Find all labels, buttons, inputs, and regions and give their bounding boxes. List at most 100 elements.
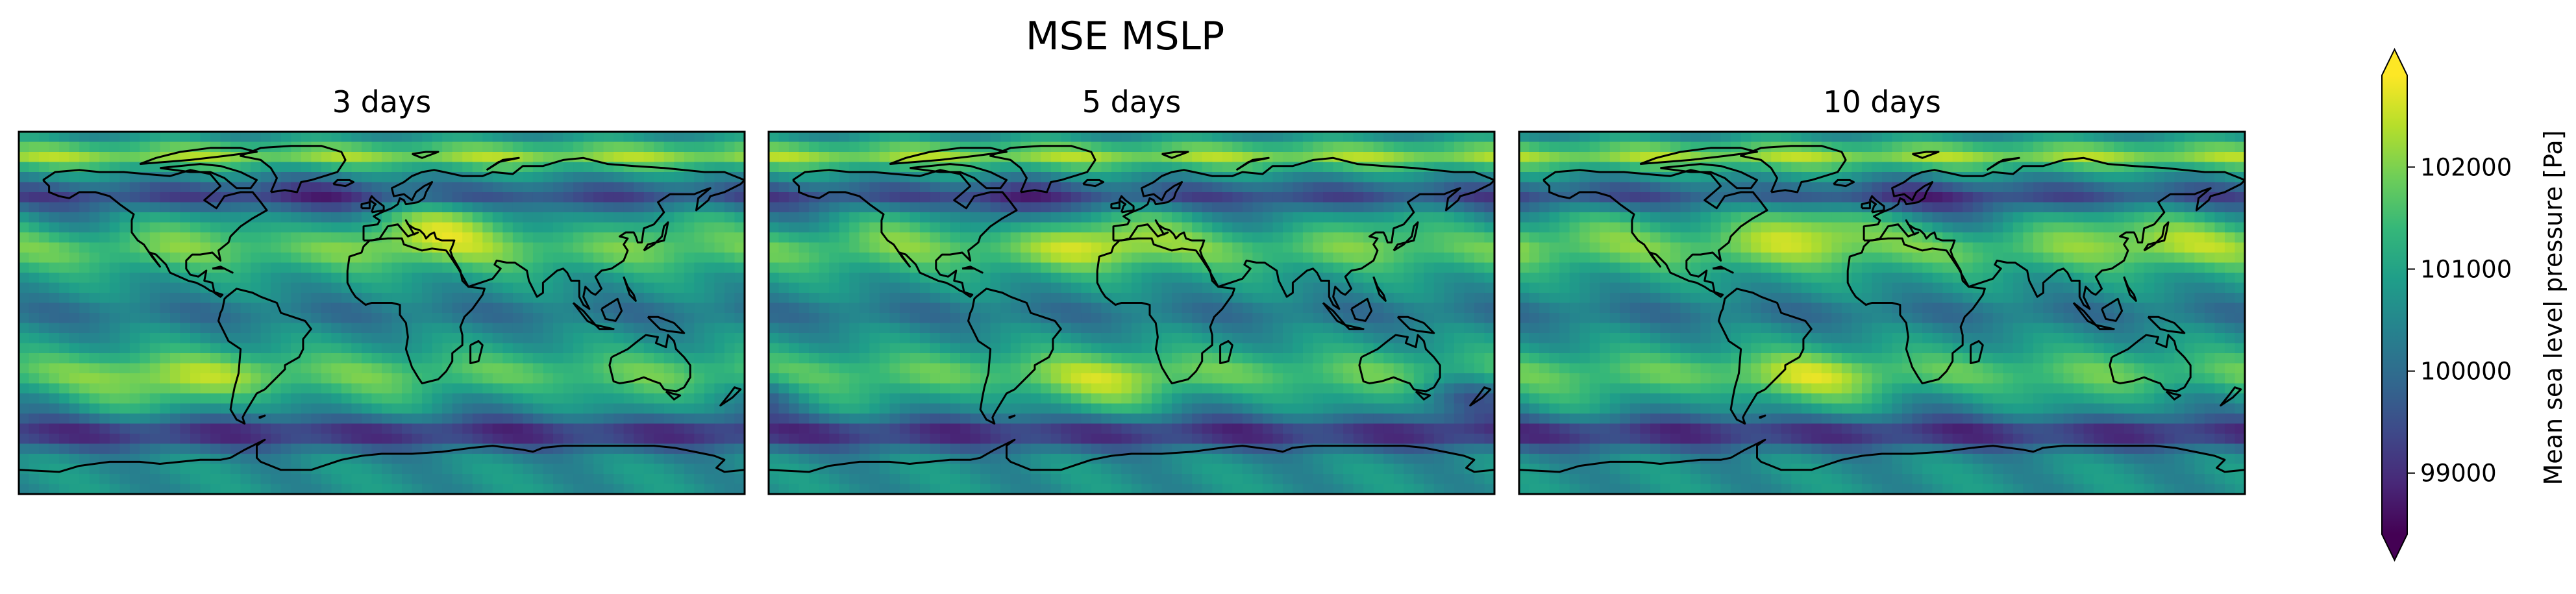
heatmap-cell xyxy=(674,262,685,273)
heatmap-cell xyxy=(1413,293,1424,304)
heatmap-cell xyxy=(523,142,534,153)
heatmap-cell xyxy=(1484,303,1494,314)
heatmap-cell xyxy=(271,333,282,344)
heatmap-cell xyxy=(778,333,789,344)
heatmap-cell xyxy=(1030,383,1041,394)
heatmap-cell xyxy=(1192,454,1203,465)
heatmap-cell xyxy=(200,212,211,223)
heatmap-cell xyxy=(260,212,271,223)
heatmap-cell xyxy=(910,172,921,183)
heatmap-cell xyxy=(169,192,181,203)
heatmap-cell xyxy=(129,333,140,344)
heatmap-cell xyxy=(341,212,353,223)
heatmap-cell xyxy=(1383,273,1394,284)
heatmap-cell xyxy=(1202,293,1213,304)
heatmap-cell xyxy=(1050,434,1061,445)
coastline xyxy=(362,156,745,310)
heatmap-cell xyxy=(663,363,675,374)
heatmap-cell xyxy=(1313,152,1324,163)
heatmap-cell xyxy=(778,293,789,304)
heatmap-cell xyxy=(512,303,523,314)
heatmap-cell xyxy=(532,403,544,414)
heatmap-cell xyxy=(654,152,665,163)
heatmap-cell xyxy=(79,474,90,485)
heatmap-cell xyxy=(69,383,80,394)
heatmap-cell xyxy=(361,393,373,404)
heatmap-cell xyxy=(169,403,181,414)
heatmap-cell xyxy=(523,172,534,183)
heatmap-cell xyxy=(869,162,880,173)
heatmap-cell xyxy=(1293,222,1304,233)
heatmap-cell xyxy=(49,303,60,314)
heatmap-cell xyxy=(1161,262,1172,273)
heatmap-cell xyxy=(1111,282,1122,293)
heatmap-cell xyxy=(704,474,715,485)
heatmap-cell xyxy=(960,323,971,334)
heatmap-cell xyxy=(1061,212,1072,223)
heatmap-cell xyxy=(1192,323,1203,334)
heatmap-cell xyxy=(1343,454,1354,465)
heatmap-cell xyxy=(140,182,151,193)
heatmap-cell xyxy=(939,242,951,253)
heatmap-cell xyxy=(1212,242,1223,253)
heatmap-cell xyxy=(1413,212,1424,223)
heatmap-cell xyxy=(789,132,800,143)
heatmap-cell xyxy=(19,152,30,163)
heatmap-cell xyxy=(829,454,840,465)
heatmap-cell xyxy=(724,464,736,475)
heatmap-cell xyxy=(311,192,322,203)
heatmap-cell xyxy=(1061,202,1072,213)
heatmap-cell xyxy=(889,423,900,434)
heatmap-cell xyxy=(311,182,322,193)
heatmap-cell xyxy=(654,454,665,465)
heatmap-cell xyxy=(149,403,160,414)
heatmap-cell xyxy=(1484,202,1494,213)
heatmap-cell xyxy=(523,343,534,354)
heatmap-cell xyxy=(859,373,870,384)
heatmap-cell xyxy=(1464,323,1475,334)
heatmap-cell xyxy=(859,423,870,434)
heatmap-cell xyxy=(849,313,860,324)
heatmap-cell xyxy=(1413,162,1424,173)
heatmap-cell xyxy=(778,373,789,384)
heatmap-cell xyxy=(1333,242,1344,253)
heatmap-cell xyxy=(1061,393,1072,404)
heatmap-cell xyxy=(789,353,800,364)
heatmap-cell xyxy=(819,373,830,384)
heatmap-cell xyxy=(889,192,900,203)
heatmap-cell xyxy=(889,353,900,364)
heatmap-cell xyxy=(769,293,780,304)
heatmap-cell xyxy=(89,464,100,475)
heatmap-cell xyxy=(251,162,262,173)
heatmap-cell xyxy=(59,323,70,334)
heatmap-cell xyxy=(1363,343,1374,354)
heatmap-cell xyxy=(613,222,625,233)
heatmap-cell xyxy=(1071,273,1082,284)
heatmap-cell xyxy=(391,484,402,494)
heatmap-cell xyxy=(532,192,544,203)
heatmap-cell xyxy=(674,152,685,163)
heatmap-cell xyxy=(1272,434,1283,445)
heatmap-cell xyxy=(341,132,353,143)
heatmap-cell xyxy=(1222,323,1233,334)
heatmap-cell xyxy=(341,232,353,243)
heatmap-cell xyxy=(1323,262,1334,273)
heatmap-cell xyxy=(1212,383,1223,394)
heatmap-cell xyxy=(1242,232,1253,243)
heatmap-cell xyxy=(311,434,322,445)
heatmap-cell xyxy=(1212,303,1223,314)
heatmap-cell xyxy=(1242,423,1253,434)
heatmap-cell xyxy=(280,454,291,465)
heatmap-cell xyxy=(613,414,625,425)
heatmap-cell xyxy=(1272,253,1283,264)
heatmap-cell xyxy=(1302,353,1314,364)
heatmap-cell xyxy=(789,303,800,314)
heatmap-cell xyxy=(1021,313,1032,324)
heatmap-cell xyxy=(778,313,789,324)
heatmap-cell xyxy=(59,353,70,364)
heatmap-cell xyxy=(512,212,523,223)
heatmap-cell xyxy=(1454,232,1465,243)
heatmap-cell xyxy=(1323,152,1334,163)
heatmap-cell xyxy=(789,152,800,163)
heatmap-cell xyxy=(482,293,493,304)
